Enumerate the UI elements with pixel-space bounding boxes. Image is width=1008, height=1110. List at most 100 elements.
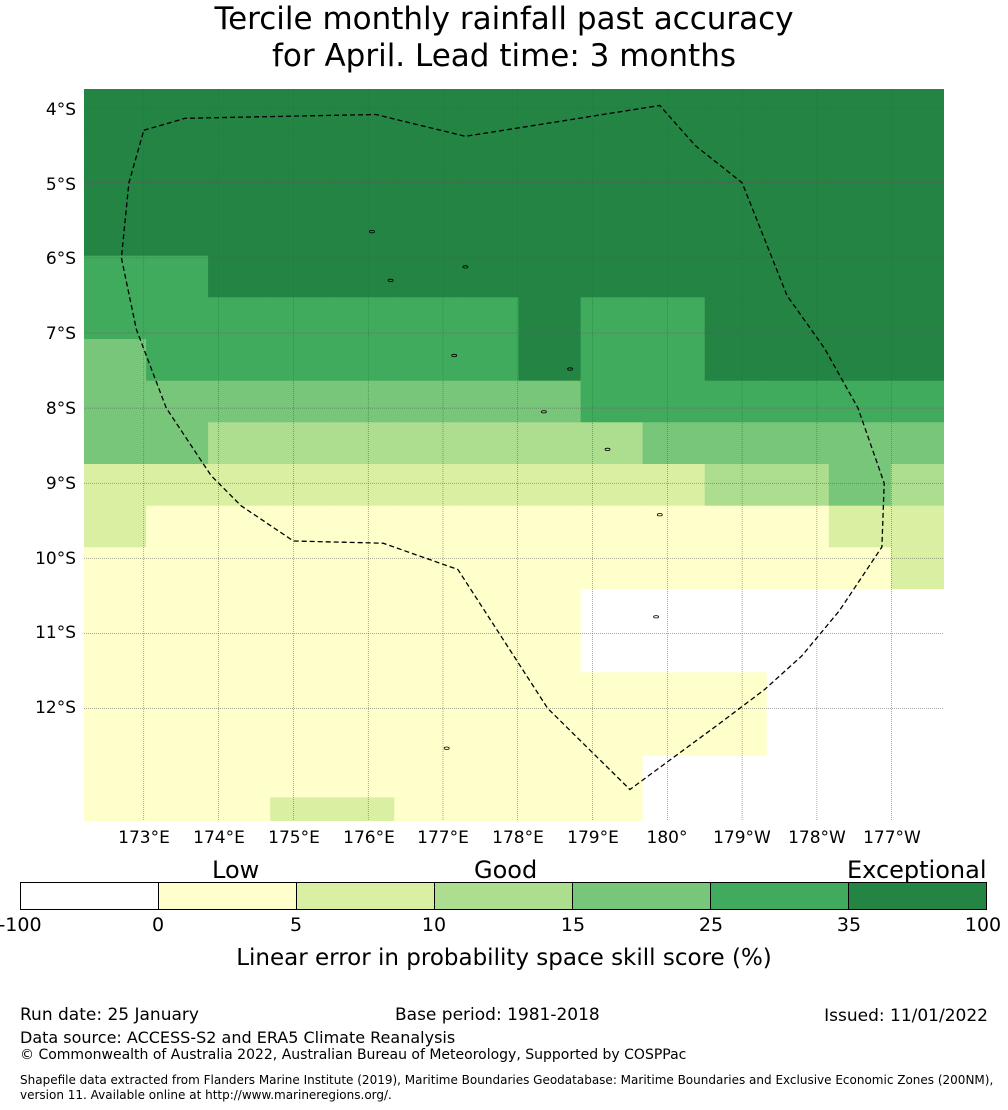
grid-cell [208,630,271,673]
grid-cell [84,380,147,423]
grid-cell [332,505,395,548]
grid-cell [580,547,644,590]
grid-cell [828,672,892,715]
grid-cell [456,89,520,132]
grid-cell [270,755,333,798]
grid-cell [332,130,395,173]
grid-cell [208,797,271,821]
grid-cell [580,297,644,340]
grid-cell [704,339,768,382]
grid-cell [270,422,333,465]
grid-cell [642,297,706,340]
grid-cell [270,630,333,673]
grid-cell [890,172,944,215]
grid-cell [394,297,457,340]
lon-label: 179°W [713,828,771,848]
lon-label: 177°E [417,828,469,848]
colorbar-tick-label: 0 [151,914,165,936]
lon-label: 179°E [567,828,619,848]
grid-cell [890,255,944,298]
island-outline [462,265,469,269]
grid-cell [84,547,147,590]
grid-cell [394,172,457,215]
grid-cell [828,755,892,798]
islands [368,230,663,750]
colorbar-tick-label: 100 [964,914,1002,936]
grid-cell [828,214,892,257]
grid-cell [890,297,944,340]
grid-cell [146,505,209,548]
grid-cell [642,380,706,423]
grid-cell [518,172,582,215]
grid-cell [332,297,395,340]
grid-cell [704,464,768,507]
grid-cell [208,672,271,715]
grid-cell [766,630,830,673]
chart-title-line-2: for April. Lead time: 3 months [271,38,737,74]
grid-cell [270,797,333,821]
grid-cell [394,672,457,715]
grid-cell [518,214,582,257]
grid-cell [580,214,644,257]
grid-cell [456,797,520,821]
grid-cell [394,589,457,632]
grid-cell [332,255,395,298]
grid-cell [642,422,706,465]
grid-cell [704,755,768,798]
grid-cell [394,797,457,821]
grid-cell [146,214,209,257]
lat-label: 8°S [45,399,76,419]
grid-cell [332,380,395,423]
grid-cell [332,589,395,632]
grid-cell [766,422,830,465]
grid-cell [642,630,706,673]
grid-cell [146,797,209,821]
grid-cell [270,380,333,423]
grid-cell [642,130,706,173]
grid-cell [146,297,209,340]
grid-cell [704,505,768,548]
grid-cell [146,547,209,590]
grid-cell [704,797,768,821]
grid-cell [270,714,333,757]
grid-cell [580,630,644,673]
grid-cell [146,130,209,173]
grid-cell [828,505,892,548]
category-good-label: Good [474,856,538,884]
grid-cell [146,464,209,507]
lon-label: 178°E [492,828,544,848]
grid-cell [580,172,644,215]
grid-cell [146,89,209,132]
grid-cell [518,380,582,423]
grid-cell [828,172,892,215]
lat-label: 5°S [45,175,76,195]
grid-cell [518,714,582,757]
grid-cell [394,380,457,423]
grid-cell [890,797,944,821]
grid-cell [766,130,830,173]
grid-cell [890,214,944,257]
grid-cell [766,505,830,548]
grid-cell [146,672,209,715]
grid-cell [394,630,457,673]
grid-cell [332,755,395,798]
grid-cell [332,89,395,132]
grid-cell [394,547,457,590]
grid-cell [704,589,768,632]
grid-cell [456,172,520,215]
grid-cell [394,130,457,173]
grid-cell [394,464,457,507]
grid-cell [208,255,271,298]
grid-cell [84,714,147,757]
copyright: © Commonwealth of Australia 2022, Austra… [20,1047,687,1063]
grid-cell [332,672,395,715]
grid-cell [270,505,333,548]
shapefile-credit-line-1: Shapefile data extracted from Flanders M… [20,1073,994,1087]
grid-cell [208,214,271,257]
grid-cell [394,714,457,757]
grid-cell [766,172,830,215]
grid-cell [580,89,644,132]
grid-cell [518,130,582,173]
grid-cell [208,339,271,382]
lon-label: 178°W [788,828,846,848]
